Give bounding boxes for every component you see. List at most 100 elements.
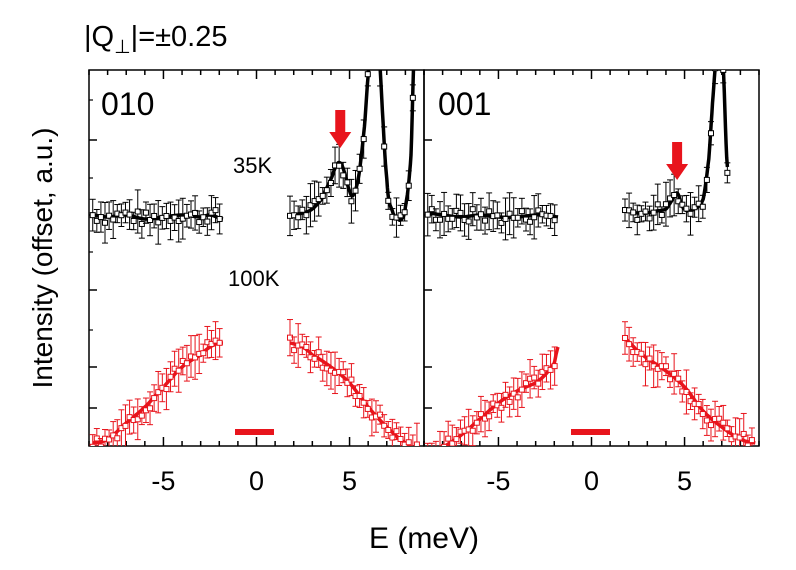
data-point <box>151 212 158 219</box>
data-point <box>299 206 306 213</box>
data-point <box>381 422 388 429</box>
panel-010-frame <box>88 69 425 447</box>
data-point <box>89 212 96 219</box>
data-point <box>703 176 710 183</box>
data-point <box>389 434 396 441</box>
data-point <box>547 213 554 220</box>
data-point <box>373 20 378 25</box>
data-point <box>535 207 542 214</box>
data-point <box>171 214 178 221</box>
data-point <box>291 347 298 354</box>
data-point <box>441 443 448 446</box>
data-point <box>295 214 302 221</box>
data-point <box>413 441 420 446</box>
data-point <box>212 207 219 214</box>
data-point <box>385 426 392 433</box>
data-point <box>658 211 665 218</box>
panel-010-plot-area <box>89 20 420 446</box>
y-axis-label: Intensity (offset, a.u.) <box>27 128 58 389</box>
data-point <box>348 198 355 205</box>
data-point <box>465 218 472 225</box>
data-point <box>155 219 162 226</box>
data-point <box>457 209 464 216</box>
data-point <box>473 419 480 426</box>
peak-arrow-shape <box>666 142 689 180</box>
data-point <box>216 339 223 346</box>
data-point <box>736 434 743 441</box>
data-point <box>319 192 326 199</box>
data-point <box>369 33 374 38</box>
data-point <box>356 392 363 399</box>
data-point <box>477 211 484 218</box>
data-point <box>93 217 100 224</box>
data-point <box>486 413 493 420</box>
data-point <box>638 350 645 357</box>
data-point <box>397 212 404 219</box>
data-point <box>130 217 137 224</box>
data-point <box>106 212 113 219</box>
data-point <box>547 366 554 373</box>
data-point <box>630 209 637 216</box>
data-point <box>695 401 702 408</box>
data-point <box>424 211 431 218</box>
series-35k <box>89 20 416 245</box>
data-point <box>151 395 158 402</box>
panel-001-label: 001 <box>438 86 491 122</box>
data-point <box>683 388 690 395</box>
data-point <box>486 208 493 215</box>
data-point <box>110 216 117 223</box>
data-point <box>675 198 682 205</box>
data-point <box>437 216 444 223</box>
data-point <box>364 71 371 78</box>
data-point <box>425 453 430 458</box>
data-point <box>667 195 674 202</box>
data-point <box>204 218 211 225</box>
data-point <box>344 179 351 186</box>
panel-010-peak-arrow <box>329 110 352 148</box>
data-point <box>287 334 293 341</box>
data-point <box>327 179 334 186</box>
data-point <box>539 368 546 375</box>
data-point <box>671 192 678 199</box>
data-point <box>381 143 388 150</box>
data-point <box>671 370 678 377</box>
x-tick-label: 5 <box>677 466 692 496</box>
data-point <box>687 210 694 217</box>
data-point <box>720 419 727 426</box>
data-point <box>716 415 723 422</box>
x-tick-label: 5 <box>342 466 357 496</box>
data-point <box>514 214 521 221</box>
panel-010: -5 0 5 010 35K 100K <box>88 20 425 496</box>
fit-curve <box>288 70 416 223</box>
data-point <box>707 130 714 137</box>
data-point <box>717 23 722 28</box>
data-point <box>551 363 558 370</box>
data-point <box>642 208 649 215</box>
data-point <box>695 200 702 207</box>
panel-001-frame <box>423 69 760 447</box>
data-point <box>126 211 133 218</box>
data-point <box>200 214 207 221</box>
x-axis-label: E (meV) <box>369 522 479 555</box>
data-point <box>498 219 505 226</box>
fit-curve <box>623 70 730 215</box>
data-point <box>453 436 460 443</box>
data-point <box>167 373 174 380</box>
data-point <box>724 169 731 176</box>
data-point <box>626 341 633 348</box>
data-point <box>352 187 359 194</box>
data-point <box>167 217 174 224</box>
data-point <box>679 201 686 208</box>
data-point <box>97 443 104 446</box>
data-point <box>315 196 322 203</box>
data-point <box>518 386 525 393</box>
data-point <box>498 404 505 411</box>
data-point <box>378 63 383 68</box>
data-point <box>393 428 400 435</box>
data-point <box>397 435 404 442</box>
data-point <box>163 386 170 393</box>
data-point <box>360 399 367 406</box>
data-point <box>323 187 330 194</box>
data-point <box>744 442 751 446</box>
